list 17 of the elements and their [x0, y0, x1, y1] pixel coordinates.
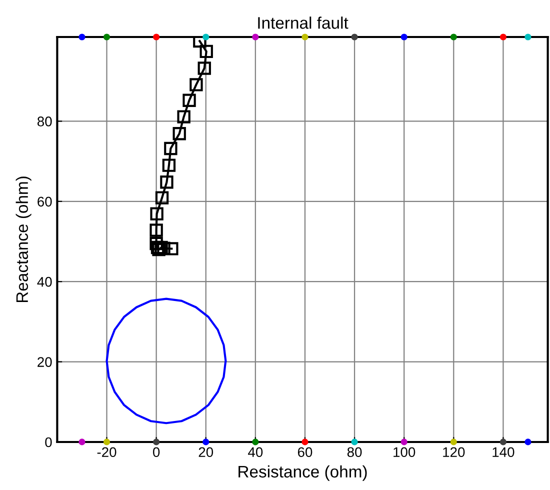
- x-tick-label: 0: [152, 447, 160, 458]
- chart-title: Internal fault: [258, 16, 348, 29]
- x-tick-label: -20: [97, 447, 116, 458]
- y-tick-label: 60: [38, 196, 52, 207]
- y-tick-label: 80: [37, 116, 52, 126]
- x-tick-label: 60: [298, 447, 312, 458]
- x-tick-label: 40: [248, 447, 263, 458]
- x-tick-label: 120: [443, 447, 465, 458]
- y-tick-label: 40: [37, 276, 52, 287]
- y-tick-label: 20: [38, 357, 52, 367]
- x-tick-label: 20: [198, 447, 214, 458]
- x-tick-label: 140: [492, 447, 514, 458]
- y-tick-label: 0: [45, 437, 52, 448]
- y-axis-title: Reactance (ohm): [16, 176, 32, 302]
- x-tick-label: 100: [394, 447, 416, 458]
- x-tick-label: 80: [347, 447, 362, 458]
- x-axis-title: Resistance (ohm): [238, 465, 367, 481]
